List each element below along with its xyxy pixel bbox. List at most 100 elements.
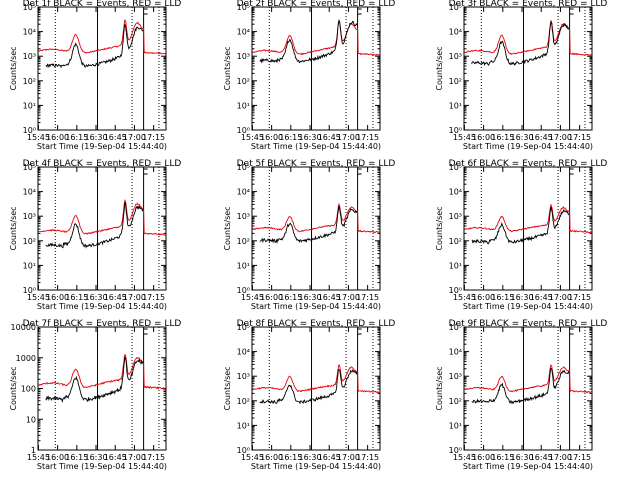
y-tick-label: 10¹ bbox=[23, 101, 36, 110]
y-tick-label: 10² bbox=[449, 397, 462, 406]
y-tick-label: 10 bbox=[26, 415, 36, 424]
x-tick-label: 17:15 bbox=[142, 293, 165, 302]
plot-frame-5 bbox=[251, 166, 381, 291]
x-axis-label: Start Time (19-Sep-04 15:44:40) bbox=[463, 302, 593, 311]
y-tick-label: 10² bbox=[237, 237, 250, 246]
plot-frame-8 bbox=[251, 326, 381, 451]
x-tick-label: 16:15 bbox=[491, 453, 514, 462]
events-series-line-2 bbox=[259, 19, 358, 64]
x-tick-label: 17:15 bbox=[142, 133, 165, 142]
x-tick-label: 15:45 bbox=[241, 453, 264, 462]
x-axis-label: Start Time (19-Sep-04 15:44:40) bbox=[37, 142, 167, 151]
x-tick-label: 16:30 bbox=[84, 133, 107, 142]
x-tick-label: 17:00 bbox=[549, 133, 572, 142]
x-tick-label: 17:15 bbox=[142, 453, 165, 462]
panel-title-9: Det 9f BLACK = Events, RED = LLD bbox=[449, 319, 608, 329]
x-axis-label: Start Time (19-Sep-04 15:44:40) bbox=[37, 302, 167, 311]
sample-marker bbox=[569, 8, 574, 15]
plot-frame-9 bbox=[463, 326, 593, 451]
x-tick-label: 17:15 bbox=[568, 453, 591, 462]
x-axis-label: Start Time (19-Sep-04 15:44:40) bbox=[463, 142, 593, 151]
y-tick-label: 10⁵ bbox=[237, 163, 250, 172]
x-tick-label: 15:45 bbox=[27, 293, 50, 302]
y-axis-label: Counts/sec bbox=[435, 366, 444, 410]
x-tick-label: 15:45 bbox=[453, 293, 476, 302]
y-tick-label: 10⁴ bbox=[449, 188, 462, 197]
x-tick-label: 17:15 bbox=[356, 293, 379, 302]
x-tick-label: 16:00 bbox=[472, 293, 495, 302]
y-tick-label: 10¹ bbox=[237, 421, 250, 430]
x-tick-label: 16:00 bbox=[46, 293, 69, 302]
x-axis-label: Start Time (19-Sep-04 15:44:40) bbox=[463, 462, 593, 471]
panel-title-5: Det 5f BLACK = Events, RED = LLD bbox=[237, 159, 396, 169]
x-tick-label: 16:00 bbox=[472, 453, 495, 462]
panel-title-4: Det 4f BLACK = Events, RED = LLD bbox=[23, 159, 182, 169]
x-tick-label: 17:00 bbox=[337, 293, 360, 302]
y-tick-label: 10³ bbox=[23, 52, 36, 61]
y-axis-label: Counts/sec bbox=[435, 206, 444, 250]
sample-marker bbox=[143, 8, 148, 15]
lld-series-line-6 bbox=[464, 203, 592, 234]
x-tick-label: 16:00 bbox=[46, 453, 69, 462]
x-tick-label: 16:00 bbox=[260, 453, 283, 462]
x-tick-label: 16:45 bbox=[318, 133, 341, 142]
y-axis-label: Counts/sec bbox=[223, 206, 232, 250]
y-tick-label: 1 bbox=[31, 446, 36, 455]
y-tick-label: 10¹ bbox=[237, 261, 250, 270]
lld-series-line-7 bbox=[38, 353, 166, 390]
plot-frame-4 bbox=[37, 166, 167, 291]
x-tick-label: 16:45 bbox=[104, 453, 127, 462]
x-tick-label: 16:00 bbox=[260, 293, 283, 302]
x-tick-label: 16:45 bbox=[530, 453, 553, 462]
events-series-line-1 bbox=[45, 23, 144, 69]
sample-marker bbox=[143, 328, 148, 335]
x-tick-label: 16:15 bbox=[65, 453, 88, 462]
y-axis-label: Counts/sec bbox=[223, 366, 232, 410]
sample-marker bbox=[569, 328, 574, 335]
events-series-line-3 bbox=[471, 20, 570, 67]
y-tick-label: 10⁵ bbox=[449, 323, 462, 332]
lld-series-line-8 bbox=[252, 364, 380, 394]
y-tick-label: 10¹ bbox=[449, 421, 462, 430]
x-tick-label: 16:15 bbox=[279, 453, 302, 462]
lld-series-line-1 bbox=[38, 18, 166, 55]
y-tick-label: 10⁴ bbox=[449, 28, 462, 37]
x-tick-label: 16:15 bbox=[491, 133, 514, 142]
x-axis-label: Start Time (19-Sep-04 15:44:40) bbox=[251, 142, 381, 151]
x-tick-label: 17:00 bbox=[123, 293, 146, 302]
x-tick-label: 17:15 bbox=[356, 133, 379, 142]
y-tick-label: 10³ bbox=[449, 372, 462, 381]
y-tick-label: 10² bbox=[23, 237, 36, 246]
x-axis-label: Start Time (19-Sep-04 15:44:40) bbox=[251, 462, 381, 471]
x-tick-label: 16:45 bbox=[530, 293, 553, 302]
x-tick-label: 17:15 bbox=[356, 453, 379, 462]
events-series-line-8 bbox=[259, 368, 358, 405]
lld-series-line-9 bbox=[464, 364, 592, 394]
y-tick-label: 10² bbox=[237, 77, 250, 86]
panel-title-1: Det 1f BLACK = Events, RED = LLD bbox=[23, 0, 182, 9]
y-tick-label: 10³ bbox=[449, 212, 462, 221]
y-tick-label: 10¹ bbox=[449, 101, 462, 110]
y-tick-label: 10⁴ bbox=[449, 348, 462, 357]
sample-marker bbox=[357, 328, 362, 335]
y-tick-label: 10⁰ bbox=[449, 126, 462, 135]
y-tick-label: 10² bbox=[23, 77, 36, 86]
x-tick-label: 17:00 bbox=[123, 453, 146, 462]
y-tick-label: 10⁵ bbox=[449, 3, 462, 12]
plot-frame-3 bbox=[463, 6, 593, 131]
y-tick-label: 10000 bbox=[11, 323, 36, 332]
x-tick-label: 16:45 bbox=[318, 453, 341, 462]
y-tick-label: 10² bbox=[449, 77, 462, 86]
y-axis-label: Counts/sec bbox=[9, 206, 18, 250]
x-tick-label: 15:45 bbox=[241, 133, 264, 142]
y-tick-label: 10³ bbox=[237, 372, 250, 381]
y-tick-label: 10⁰ bbox=[449, 446, 462, 455]
x-tick-label: 16:30 bbox=[84, 293, 107, 302]
x-tick-label: 16:15 bbox=[279, 133, 302, 142]
panel-title-8: Det 8f BLACK = Events, RED = LLD bbox=[237, 319, 396, 329]
y-axis-label: Counts/sec bbox=[9, 46, 18, 90]
x-tick-label: 17:00 bbox=[123, 133, 146, 142]
y-tick-label: 10⁰ bbox=[237, 286, 250, 295]
x-tick-label: 16:30 bbox=[298, 453, 321, 462]
